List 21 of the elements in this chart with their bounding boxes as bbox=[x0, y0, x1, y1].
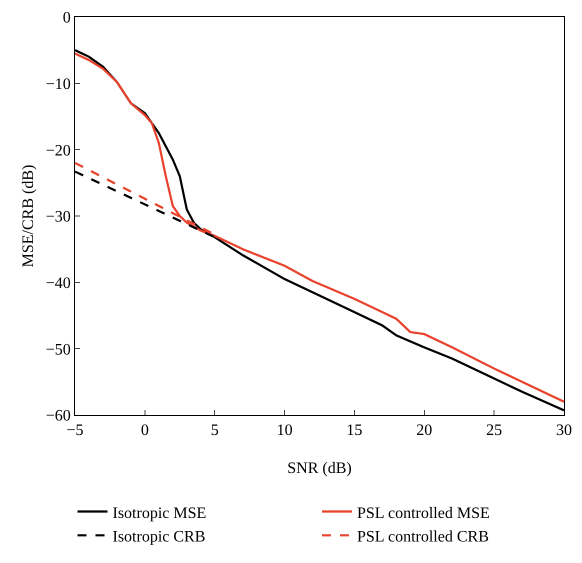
legend-label: PSL controlled CRB bbox=[357, 528, 489, 546]
y-axis-title: MSE/CRB (dB) bbox=[20, 164, 37, 268]
x-tick-label: 0 bbox=[140, 422, 149, 440]
y-tick-label: −10 bbox=[46, 76, 71, 93]
x-tick-label: 20 bbox=[416, 422, 432, 440]
x-tick-label: −5 bbox=[66, 422, 84, 440]
x-tick-label: 10 bbox=[276, 422, 293, 440]
legend-label: Isotropic MSE bbox=[112, 504, 206, 522]
x-tick-label: 5 bbox=[210, 422, 219, 440]
legend-label: Isotropic CRB bbox=[112, 528, 206, 546]
x-tick-label: 30 bbox=[556, 422, 572, 440]
y-tick-label: −20 bbox=[46, 142, 71, 160]
y-tick-label: 0 bbox=[62, 10, 71, 27]
x-tick-label: 15 bbox=[346, 422, 362, 440]
y-tick-label: −30 bbox=[46, 208, 71, 226]
y-tick-label: −50 bbox=[46, 341, 71, 358]
x-axis-title: SNR (dB) bbox=[287, 460, 352, 477]
legend-label: PSL controlled MSE bbox=[357, 504, 490, 522]
y-tick-label: −40 bbox=[46, 274, 71, 292]
y-tick-label: −60 bbox=[46, 408, 71, 425]
x-tick-label: 25 bbox=[486, 422, 502, 440]
